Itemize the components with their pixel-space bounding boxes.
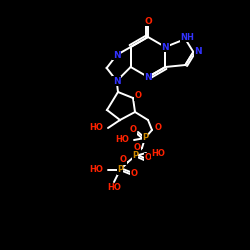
Text: HO: HO: [89, 124, 103, 132]
Text: NH: NH: [180, 32, 194, 42]
Text: N: N: [144, 72, 152, 82]
Text: P: P: [142, 134, 148, 142]
Text: N: N: [194, 48, 202, 56]
Text: HO: HO: [107, 184, 121, 192]
Text: P: P: [132, 152, 138, 160]
Text: N: N: [162, 42, 169, 51]
Text: O: O: [134, 92, 141, 100]
Text: P: P: [117, 166, 123, 174]
Text: N: N: [113, 76, 120, 86]
Text: HO: HO: [151, 148, 165, 158]
Text: O: O: [134, 144, 140, 152]
Text: HO: HO: [89, 166, 103, 174]
Text: O: O: [130, 170, 138, 178]
Text: O: O: [120, 156, 126, 164]
Text: N: N: [113, 50, 120, 59]
Text: O: O: [144, 154, 152, 162]
Text: O: O: [144, 16, 152, 26]
Text: O: O: [154, 124, 162, 132]
Text: O: O: [130, 126, 136, 134]
Text: HO: HO: [115, 136, 129, 144]
